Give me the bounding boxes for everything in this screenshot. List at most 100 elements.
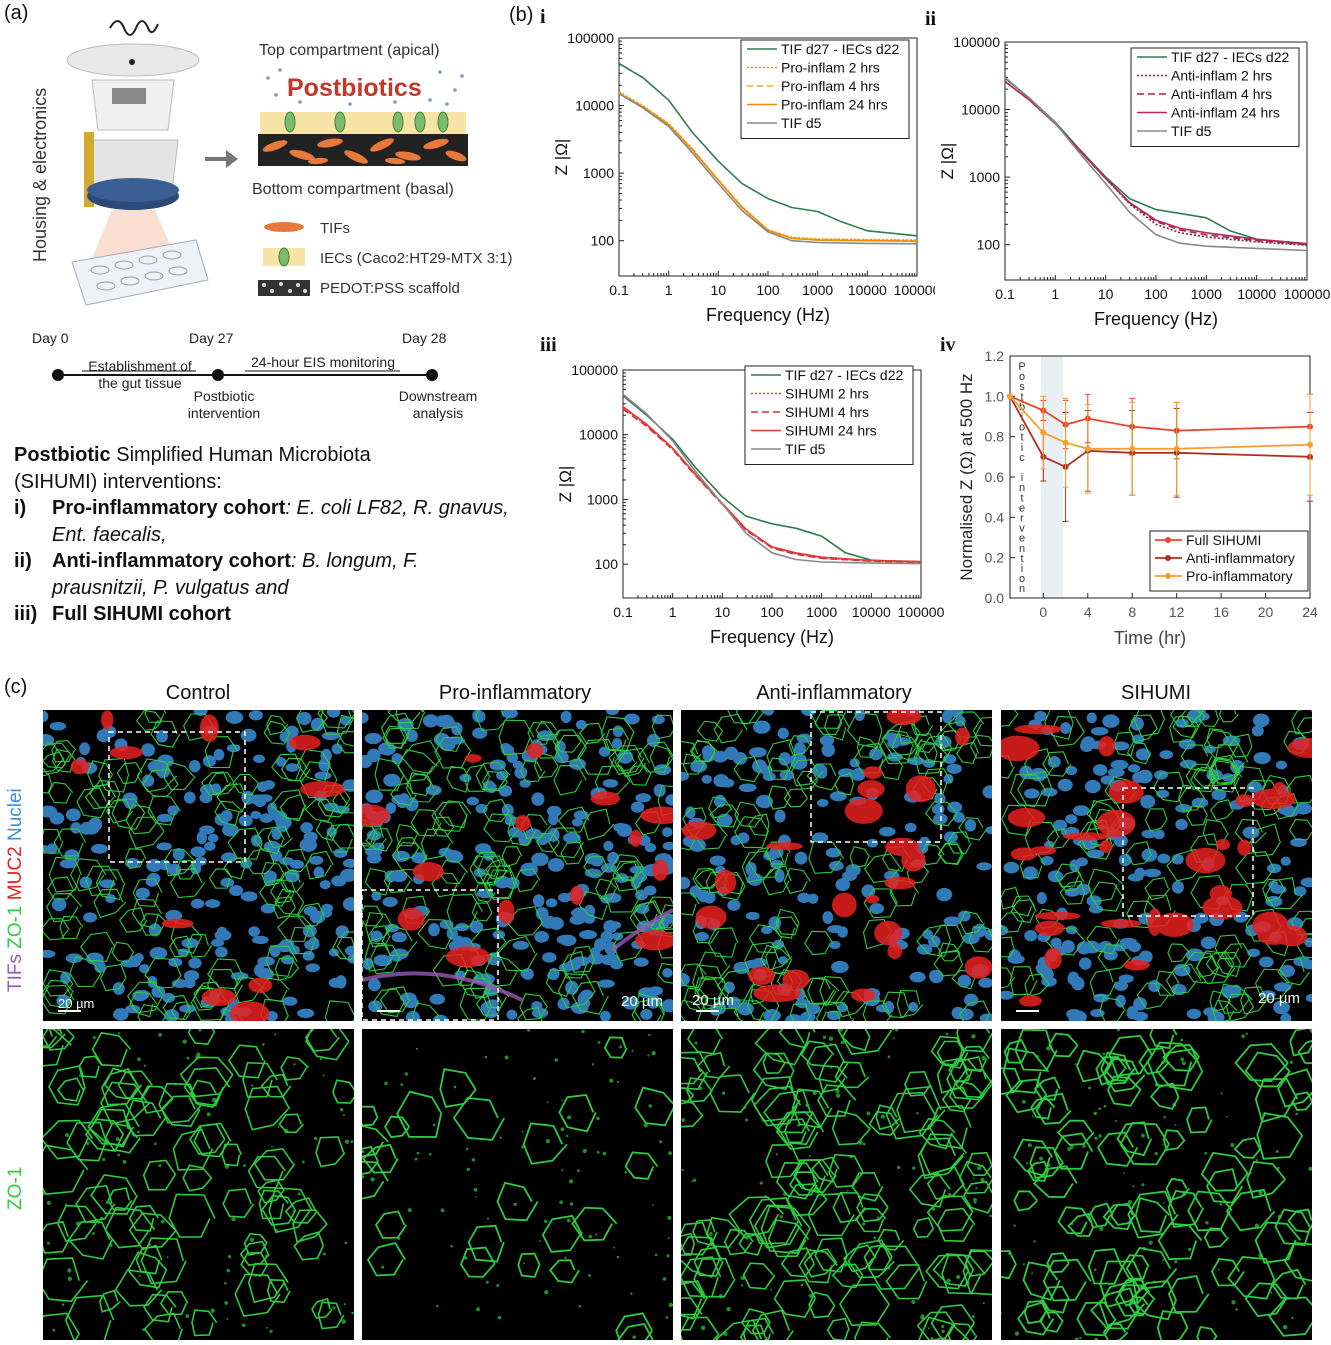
nucleus <box>1175 818 1188 831</box>
nucleus <box>1090 727 1109 736</box>
cell-outline <box>43 751 66 775</box>
nucleus <box>1065 925 1078 935</box>
punctum <box>708 1231 713 1236</box>
cell-outline <box>916 1311 956 1340</box>
punctum <box>105 1200 109 1205</box>
punctum <box>648 1104 653 1108</box>
cell-outline <box>959 910 986 935</box>
timeline-establishment-2: the gut tissue <box>98 375 182 391</box>
punctum <box>102 1157 106 1162</box>
cell-outline <box>80 931 116 962</box>
punctum <box>332 1306 336 1310</box>
nucleus <box>240 728 257 742</box>
punctum <box>343 1303 346 1306</box>
nucleus <box>1247 948 1261 957</box>
nucleus <box>909 971 926 983</box>
nucleus <box>373 954 391 967</box>
cell-outline <box>1216 951 1242 978</box>
punctum <box>404 1072 408 1076</box>
cell-outline <box>1121 1254 1150 1280</box>
punctum <box>630 1292 633 1295</box>
nucleus <box>445 852 464 863</box>
nucleus <box>811 832 829 843</box>
punctum <box>759 1181 763 1185</box>
punctum <box>894 1029 899 1032</box>
nucleus <box>205 899 221 908</box>
nucleus <box>194 856 207 866</box>
cell-outline <box>739 1324 768 1340</box>
punctum <box>381 1265 385 1269</box>
cell-outline <box>828 1153 864 1189</box>
nucleus <box>1086 712 1097 724</box>
mucus-patch <box>161 918 194 929</box>
cell-outline <box>1289 1029 1312 1057</box>
cell-outline <box>142 1159 177 1191</box>
cell-outline <box>387 710 424 724</box>
punctum <box>538 1240 541 1243</box>
punctum <box>362 1175 365 1179</box>
cell-outline <box>43 1119 94 1160</box>
punctum <box>450 1244 453 1248</box>
legend-scaffold: PEDOT:PSS scaffold <box>320 280 460 297</box>
cell-outline <box>824 714 850 741</box>
nucleus <box>83 912 98 923</box>
cell-outline <box>522 1122 568 1165</box>
cell-outline <box>517 1252 541 1278</box>
micrograph-pro-inflammatory-merged <box>362 710 673 1021</box>
punctum <box>1022 1099 1026 1104</box>
punctum <box>624 1171 627 1174</box>
x-tick-label: 8 <box>1128 604 1136 620</box>
cell-outline <box>948 1079 985 1109</box>
cell-outline <box>1024 748 1056 780</box>
punctum <box>485 1280 489 1284</box>
cell-outline <box>766 739 797 772</box>
cell-outline <box>579 722 606 745</box>
punctum <box>342 1114 345 1117</box>
mucus-patch <box>865 894 880 904</box>
punctum <box>1152 1280 1156 1284</box>
punctum <box>911 1299 916 1304</box>
cell-outline <box>100 1068 140 1106</box>
punctum <box>696 1272 699 1275</box>
cell-outline <box>75 1184 116 1223</box>
cell-outline <box>1288 819 1312 841</box>
stain-zo1: ZO-1 <box>5 905 26 949</box>
nucleus <box>248 926 261 937</box>
punctum <box>887 1055 891 1059</box>
mucus-patch <box>288 734 321 751</box>
punctum <box>659 1140 663 1144</box>
cell-outline <box>716 969 756 1001</box>
nucleus <box>362 754 373 769</box>
cell-outline <box>1296 717 1312 741</box>
nucleus <box>43 710 49 723</box>
nucleus <box>321 903 334 913</box>
cell-outline <box>1043 710 1074 740</box>
nucleus <box>603 840 614 852</box>
cell-outline <box>966 1151 992 1176</box>
cell-outline <box>776 1111 821 1146</box>
cell-outline <box>1126 741 1152 765</box>
cell-outline <box>691 739 718 762</box>
nucleus <box>1141 829 1157 839</box>
nucleus <box>559 934 577 947</box>
punctum <box>138 1274 141 1277</box>
cell-outline <box>583 808 615 841</box>
nucleus <box>681 771 689 782</box>
nucleus <box>342 779 354 792</box>
punctum <box>667 1215 672 1220</box>
cell-outline <box>821 1011 843 1021</box>
punctum <box>566 1134 569 1138</box>
cell-outline <box>1203 729 1240 761</box>
punctum <box>609 1078 614 1083</box>
nucleus <box>342 897 354 911</box>
punctum <box>700 1325 706 1331</box>
cell-outline <box>793 1158 837 1194</box>
cell-outline <box>362 905 384 927</box>
cell-outline <box>914 740 950 775</box>
subpanel-label-iv: iv <box>940 334 956 356</box>
nucleus <box>1154 770 1169 780</box>
annotation-letter: c <box>1019 452 1025 464</box>
intervention-description: Postbiotic Simplified Human Microbiota (… <box>14 442 514 628</box>
punctum <box>47 1241 51 1245</box>
punctum <box>1022 1263 1025 1266</box>
